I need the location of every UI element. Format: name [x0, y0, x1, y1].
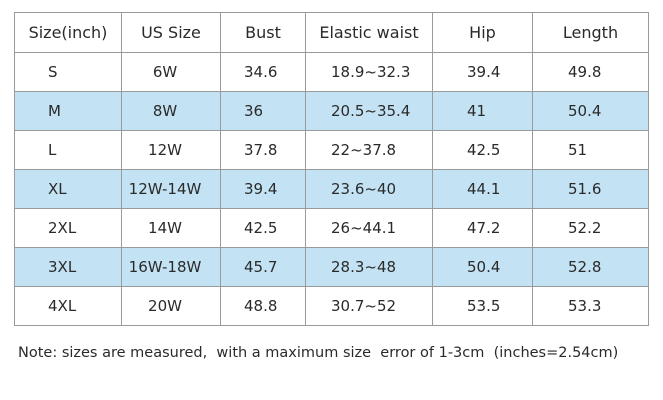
table-cell: 28.3~48	[305, 247, 433, 287]
table-cell: 51	[532, 130, 649, 170]
table-cell: 50.4	[432, 247, 533, 287]
table-cell: 39.4	[432, 52, 533, 92]
table-row: S 6W 34.6 18.9~32.3 39.4 49.8	[14, 52, 649, 92]
table-row: M 8W 36 20.5~35.4 41 50.4	[14, 91, 649, 131]
table-cell: XL	[14, 169, 122, 209]
table-cell: 51.6	[532, 169, 649, 209]
table-row: 4XL 20W 48.8 30.7~52 53.5 53.3	[14, 286, 649, 326]
table-cell: 18.9~32.3	[305, 52, 433, 92]
table-cell: 53.3	[532, 286, 649, 326]
header-cell: Hip	[432, 12, 533, 53]
table-cell: 12W	[121, 130, 221, 170]
table-cell: 12W-14W	[121, 169, 221, 209]
table-cell: S	[14, 52, 122, 92]
table-cell: 53.5	[432, 286, 533, 326]
table-cell: 41	[432, 91, 533, 131]
header-cell: US Size	[121, 12, 221, 53]
size-table: Size(inch) US Size Bust Elastic waist Hip Len…	[14, 12, 649, 326]
table-cell: 20W	[121, 286, 221, 326]
table-cell: 44.1	[432, 169, 533, 209]
table-cell: 47.2	[432, 208, 533, 248]
table-cell: 37.8	[220, 130, 306, 170]
header-cell: Bust	[220, 12, 306, 53]
table-body: S 6W 34.6 18.9~32.3 39.4 49.8 M 8W 36 20.5~35.4 41…	[14, 52, 649, 326]
note: Note: sizes are measured, with a maximum…	[18, 345, 619, 361]
table-cell: 22~37.8	[305, 130, 433, 170]
table-cell: M	[14, 91, 122, 131]
table-row: 3XL 16W-18W 45.7 28.3~48 50.4 52.8	[14, 247, 649, 287]
header-cell: Size(inch)	[14, 12, 122, 53]
table-cell: 36	[220, 91, 306, 131]
table-cell: 39.4	[220, 169, 306, 209]
table-cell: 50.4	[532, 91, 649, 131]
table-cell: 45.7	[220, 247, 306, 287]
table-cell: 52.8	[532, 247, 649, 287]
table-cell: 26~44.1	[305, 208, 433, 248]
table-cell: 16W-18W	[121, 247, 221, 287]
header-row: Size(inch) US Size Bust Elastic waist Hip Len…	[14, 12, 649, 53]
table-row: XL 12W-14W 39.4 23.6~40 44.1 51.6	[14, 169, 649, 209]
table-cell: 14W	[121, 208, 221, 248]
table-cell: 4XL	[14, 286, 122, 326]
table-cell: 8W	[121, 91, 221, 131]
table-row: L 12W 37.8 22~37.8 42.5 51	[14, 130, 649, 170]
table-cell: 49.8	[532, 52, 649, 92]
table-cell: 52.2	[532, 208, 649, 248]
header-cell: Elastic waist	[305, 12, 433, 53]
table-cell: 34.6	[220, 52, 306, 92]
table-cell: 48.8	[220, 286, 306, 326]
table-cell: L	[14, 130, 122, 170]
table-cell: 42.5	[432, 130, 533, 170]
table-cell: 20.5~35.4	[305, 91, 433, 131]
table-cell: 30.7~52	[305, 286, 433, 326]
table-cell: 6W	[121, 52, 221, 92]
header-cell: Length	[532, 12, 649, 53]
table-cell: 3XL	[14, 247, 122, 287]
table-cell: 42.5	[220, 208, 306, 248]
table-row: 2XL 14W 42.5 26~44.1 47.2 52.2	[14, 208, 649, 248]
table-cell: 23.6~40	[305, 169, 433, 209]
table-cell: 2XL	[14, 208, 122, 248]
